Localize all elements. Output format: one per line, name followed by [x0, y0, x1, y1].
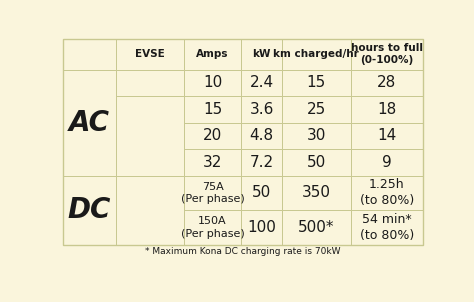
- Bar: [282, 70, 351, 96]
- Bar: [184, 210, 241, 245]
- Bar: [184, 70, 241, 96]
- Text: hours to full
(0-100%): hours to full (0-100%): [351, 43, 423, 65]
- Text: 15: 15: [307, 76, 326, 90]
- Text: Amps: Amps: [196, 49, 229, 59]
- Bar: [241, 210, 282, 245]
- Text: 32: 32: [203, 155, 222, 170]
- Text: 30: 30: [307, 128, 326, 143]
- Bar: [116, 70, 184, 96]
- Text: 15: 15: [203, 102, 222, 117]
- Text: 9: 9: [382, 155, 392, 170]
- Text: 18: 18: [377, 102, 396, 117]
- Bar: [116, 96, 184, 175]
- Bar: [282, 175, 351, 210]
- Bar: [282, 39, 351, 70]
- Bar: [116, 175, 184, 245]
- Bar: [351, 149, 423, 175]
- Text: 75A
(Per phase): 75A (Per phase): [181, 182, 245, 204]
- Bar: [351, 175, 423, 210]
- Text: 100: 100: [247, 220, 276, 235]
- Text: 50: 50: [252, 185, 271, 200]
- Bar: [241, 96, 282, 123]
- Bar: [351, 123, 423, 149]
- Text: kW: kW: [252, 49, 271, 59]
- Bar: [241, 39, 282, 70]
- Text: 2.4: 2.4: [249, 76, 273, 90]
- Bar: [241, 70, 282, 96]
- Text: 28: 28: [377, 76, 396, 90]
- Bar: [282, 210, 351, 245]
- Text: 14: 14: [377, 128, 396, 143]
- Bar: [241, 149, 282, 175]
- Bar: [184, 96, 241, 123]
- Bar: [63, 70, 116, 175]
- Text: km charged/hr: km charged/hr: [273, 49, 359, 59]
- Bar: [351, 70, 423, 96]
- Bar: [116, 39, 184, 70]
- Bar: [351, 39, 423, 70]
- Text: 500*: 500*: [298, 220, 335, 235]
- Text: 20: 20: [203, 128, 222, 143]
- Bar: [241, 123, 282, 149]
- Text: EVSE: EVSE: [135, 49, 165, 59]
- Text: 10: 10: [203, 76, 222, 90]
- Text: 3.6: 3.6: [249, 102, 273, 117]
- Bar: [351, 210, 423, 245]
- Text: 350: 350: [302, 185, 331, 200]
- Text: * Maximum Kona DC charging rate is 70kW: * Maximum Kona DC charging rate is 70kW: [145, 247, 341, 256]
- Bar: [63, 39, 423, 245]
- Text: 50: 50: [307, 155, 326, 170]
- Text: 54 min*
(to 80%): 54 min* (to 80%): [360, 213, 414, 242]
- Bar: [282, 96, 351, 123]
- Bar: [63, 39, 116, 70]
- Bar: [241, 175, 282, 210]
- Bar: [184, 39, 241, 70]
- Bar: [282, 123, 351, 149]
- Text: AC: AC: [69, 109, 110, 137]
- Bar: [63, 175, 116, 245]
- Text: 150A
(Per phase): 150A (Per phase): [181, 216, 245, 239]
- Text: 25: 25: [307, 102, 326, 117]
- Bar: [184, 149, 241, 175]
- Text: 4.8: 4.8: [249, 128, 273, 143]
- Text: 7.2: 7.2: [249, 155, 273, 170]
- Bar: [351, 96, 423, 123]
- Text: DC: DC: [68, 196, 111, 224]
- Bar: [184, 123, 241, 149]
- Text: 1.25h
(to 80%): 1.25h (to 80%): [360, 178, 414, 207]
- Bar: [282, 149, 351, 175]
- Bar: [184, 175, 241, 210]
